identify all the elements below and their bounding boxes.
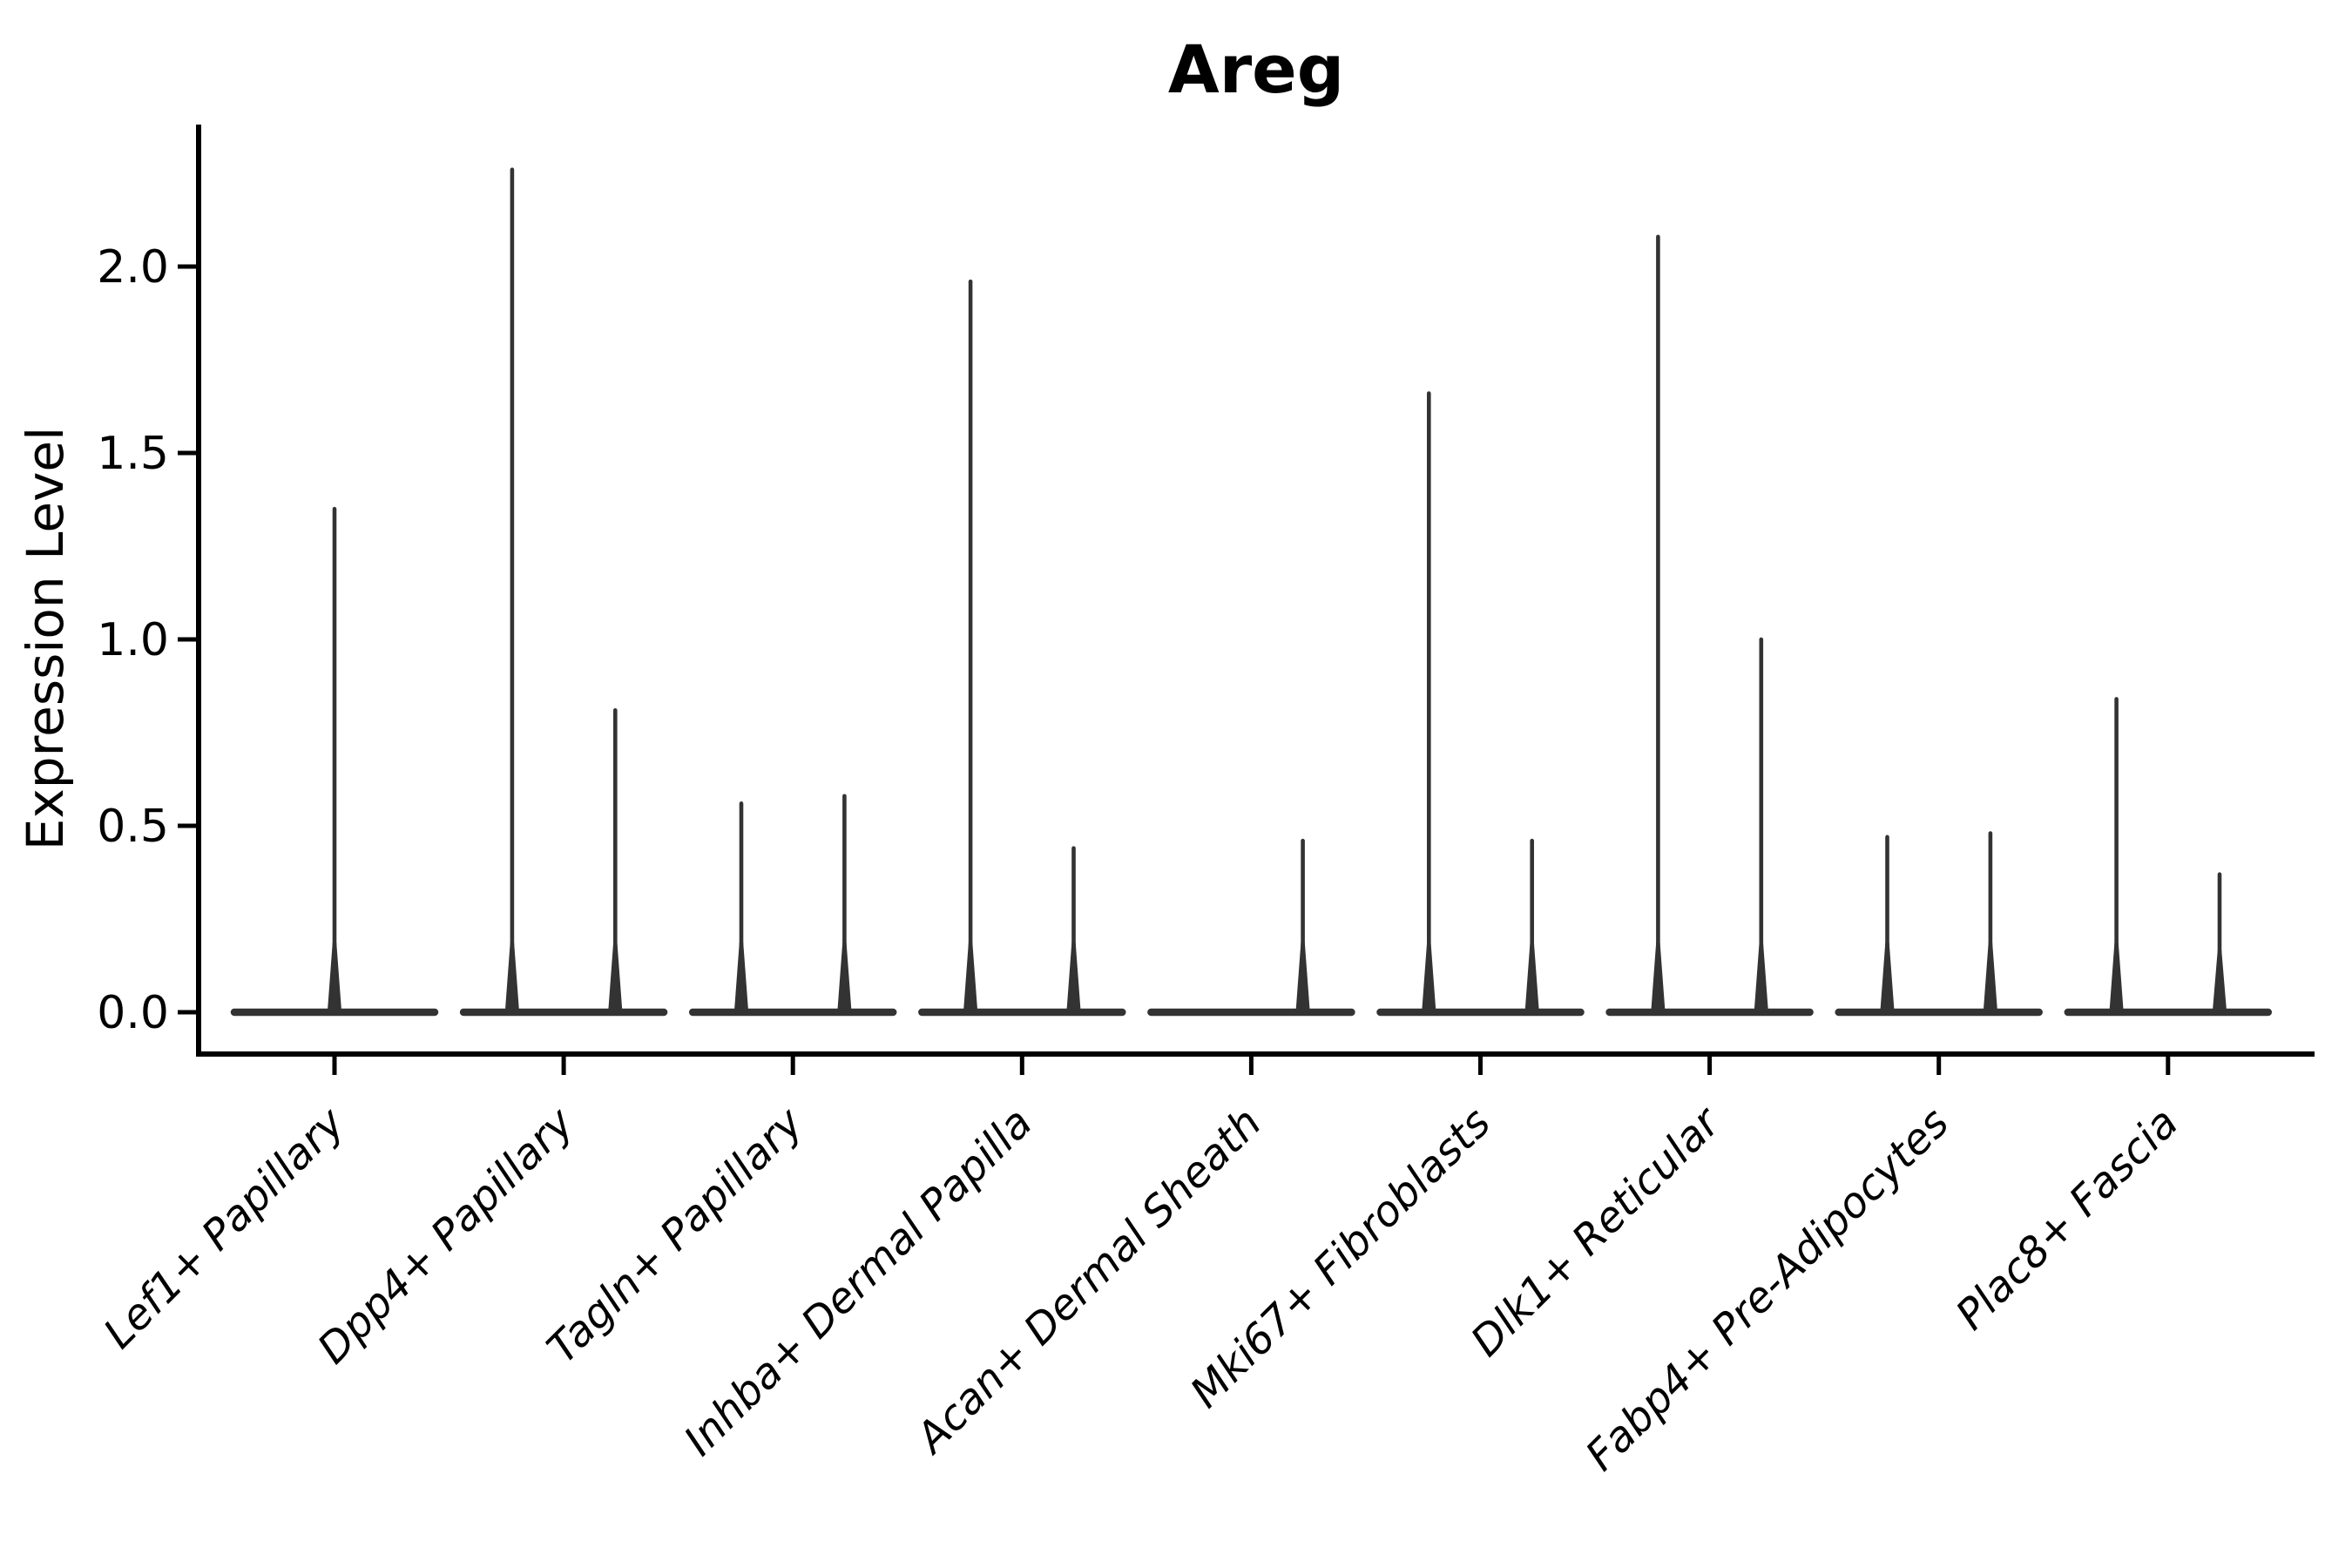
y-tick-label: 2.0 [97, 241, 169, 294]
chart-title: Areg [1168, 30, 1344, 108]
y-axis-label: Expression Level [16, 427, 75, 850]
x-tick-label: Plac8+ Fascia [1947, 1098, 2188, 1340]
y-tick-label: 0.0 [97, 987, 169, 1039]
x-tick-label: Lef1+ Papillary [94, 1098, 355, 1358]
x-tick-label: Dpp4+ Papillary [308, 1098, 584, 1373]
x-tick-label: Tagln+ Papillary [537, 1098, 813, 1373]
y-tick-label: 1.5 [97, 428, 169, 480]
x-tick-label: Fabp4+ Pre-Adipocytes [1577, 1098, 1959, 1481]
axis-spine [196, 125, 2315, 1057]
y-tick-label: 0.5 [97, 801, 169, 853]
y-tick-label: 1.0 [97, 614, 169, 666]
x-tick-label: Dlk1+ Reticular [1462, 1097, 1732, 1367]
